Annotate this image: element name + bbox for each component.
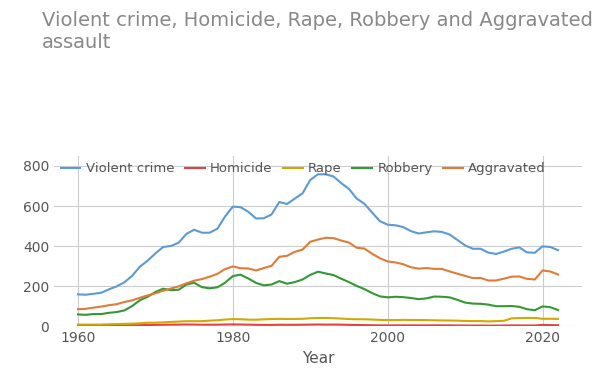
Rape	[214, 318, 221, 322]
Homicide	[547, 323, 554, 327]
Rape	[554, 316, 562, 321]
Rape	[74, 322, 82, 327]
Aggravated	[314, 237, 322, 242]
Violent crime	[547, 245, 554, 249]
Text: Violent crime, Homicide, Rape, Robbery and Aggravated
assault: Violent crime, Homicide, Rape, Robbery a…	[42, 11, 593, 52]
Robbery	[330, 273, 337, 277]
Aggravated	[206, 275, 213, 279]
Robbery	[423, 296, 430, 301]
Homicide	[493, 324, 500, 328]
Line: Violent crime: Violent crime	[78, 174, 558, 295]
Violent crime	[74, 292, 82, 296]
Violent crime	[214, 226, 221, 231]
Aggravated	[74, 307, 82, 311]
Robbery	[82, 313, 89, 317]
Robbery	[214, 285, 221, 289]
Rape	[322, 316, 329, 320]
Rape	[82, 322, 89, 327]
Line: Rape: Rape	[78, 318, 558, 325]
Homicide	[74, 323, 82, 328]
Violent crime	[423, 230, 430, 234]
Violent crime	[307, 178, 314, 182]
Rape	[229, 317, 236, 321]
Rape	[547, 316, 554, 321]
Robbery	[307, 273, 314, 277]
Robbery	[74, 312, 82, 317]
Violent crime	[82, 292, 89, 297]
Rape	[307, 316, 314, 321]
Homicide	[307, 322, 314, 327]
Homicide	[221, 322, 229, 327]
Homicide	[415, 323, 422, 328]
X-axis label: Year: Year	[302, 351, 334, 366]
Homicide	[206, 322, 213, 327]
Legend: Violent crime, Homicide, Rape, Robbery, Aggravated: Violent crime, Homicide, Rape, Robbery, …	[61, 162, 546, 175]
Robbery	[229, 274, 236, 278]
Homicide	[229, 322, 236, 326]
Robbery	[547, 305, 554, 309]
Aggravated	[554, 272, 562, 277]
Homicide	[322, 322, 329, 327]
Aggravated	[547, 269, 554, 274]
Violent crime	[229, 204, 236, 209]
Homicide	[554, 323, 562, 328]
Violent crime	[314, 172, 322, 177]
Aggravated	[415, 266, 422, 271]
Violent crime	[554, 248, 562, 252]
Rape	[330, 316, 337, 321]
Line: Aggravated: Aggravated	[78, 238, 558, 309]
Rape	[423, 318, 430, 322]
Line: Robbery: Robbery	[78, 272, 558, 315]
Aggravated	[221, 267, 229, 271]
Aggravated	[322, 236, 329, 240]
Robbery	[554, 308, 562, 312]
Line: Homicide: Homicide	[78, 324, 558, 326]
Aggravated	[299, 247, 306, 252]
Violent crime	[330, 174, 337, 179]
Robbery	[314, 269, 322, 274]
